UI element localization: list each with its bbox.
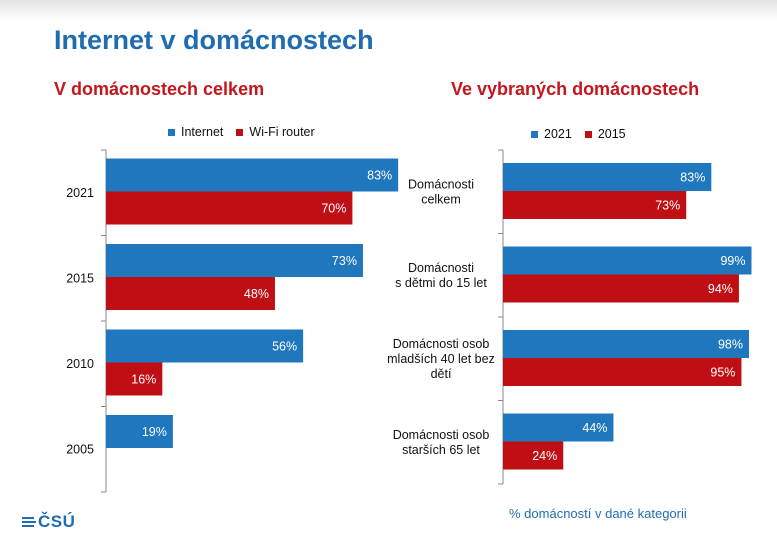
category-label: Domácnosti celkem: [408, 177, 474, 206]
bar-value-label: 98%: [718, 338, 743, 352]
logo-text: ČSÚ: [38, 512, 76, 531]
legend-item-2021: 2021: [531, 127, 572, 141]
right-chart-title: Ve vybraných domácnostech: [451, 79, 700, 99]
bar-2021: [503, 163, 712, 191]
bar-value-label: 95%: [710, 366, 735, 380]
category-label: Domácnosti osob starších 65 let: [393, 428, 490, 457]
left-chart-title: V domácnostech celkem: [54, 79, 265, 99]
legend-item-2015: 2015: [584, 127, 626, 141]
bar-wi-fi-router: [106, 277, 275, 310]
legend-swatch-wifi-router: [236, 128, 244, 136]
csu-logo: ČSÚ: [22, 512, 75, 532]
bar-value-label: 94%: [708, 282, 733, 296]
bar-value-label: 48%: [244, 287, 269, 301]
bar-value-label: 83%: [680, 171, 705, 185]
bar-value-label: 24%: [532, 449, 557, 463]
bar-2015: [503, 191, 687, 219]
category-label: 2005: [66, 442, 94, 456]
category-label: Domácnosti s dětmi do 15 let: [395, 261, 487, 290]
bar-2021: [503, 330, 749, 358]
legend-label-2021: 2021: [544, 127, 572, 141]
bar-value-label: 73%: [655, 199, 680, 213]
bar-wi-fi-router: [106, 362, 163, 396]
bar-value-label: 73%: [332, 254, 357, 268]
legend-swatch-2015: [584, 130, 592, 138]
left-chart-legend: Internet Wi-Fi router: [168, 125, 328, 139]
bar-value-label: 70%: [321, 202, 346, 216]
footnote: % domácností v dané kategorii: [509, 506, 687, 521]
bar-2015: [503, 274, 739, 303]
bar-2015: [503, 441, 564, 470]
top-gradient-band: [0, 0, 777, 22]
legend-label-wifi-router: Wi-Fi router: [249, 125, 315, 139]
category-label: Domácnosti osob mladších 40 let bez dětí: [387, 337, 495, 381]
bar-value-label: 44%: [582, 421, 607, 435]
right-chart-legend: 2021 2015: [531, 127, 639, 141]
bar-value-label: 99%: [720, 254, 745, 268]
category-label: 2021: [66, 186, 94, 200]
bar-2015: [503, 358, 742, 386]
legend-item-internet: Internet: [168, 125, 223, 139]
bar-value-label: 19%: [142, 425, 167, 439]
logo-lines-icon: [22, 516, 36, 528]
legend-label-internet: Internet: [181, 125, 224, 139]
bar-wi-fi-router: [106, 191, 353, 225]
bar-2021: [503, 246, 752, 275]
category-label: 2010: [66, 357, 94, 371]
legend-swatch-2021: [531, 130, 538, 138]
category-label: 2015: [66, 271, 94, 285]
bar-internet: [106, 158, 399, 192]
legend-swatch-internet: [168, 128, 175, 136]
bar-internet: [106, 329, 304, 363]
bar-value-label: 16%: [131, 373, 156, 387]
legend-label-2015: 2015: [597, 127, 626, 141]
bar-internet: [106, 244, 363, 277]
page-title: Internet v domácnostech: [54, 25, 374, 55]
bar-internet: [106, 415, 173, 448]
legend-item-wifi-router: Wi-Fi router: [236, 125, 315, 139]
bar-2021: [503, 413, 614, 442]
bar-value-label: 83%: [367, 169, 392, 183]
bar-value-label: 56%: [272, 340, 297, 354]
